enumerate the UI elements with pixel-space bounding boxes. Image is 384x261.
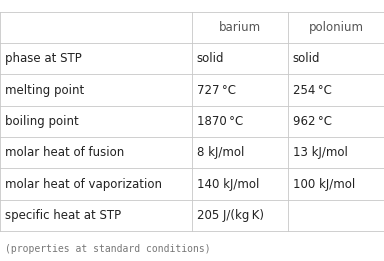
Text: 1870 °C: 1870 °C [197, 115, 243, 128]
Text: (properties at standard conditions): (properties at standard conditions) [5, 244, 210, 254]
Text: 13 kJ/mol: 13 kJ/mol [293, 146, 348, 159]
Text: barium: barium [219, 21, 261, 34]
Text: 100 kJ/mol: 100 kJ/mol [293, 177, 355, 191]
Text: molar heat of vaporization: molar heat of vaporization [5, 177, 162, 191]
Text: 140 kJ/mol: 140 kJ/mol [197, 177, 259, 191]
Text: solid: solid [197, 52, 224, 65]
Text: solid: solid [293, 52, 320, 65]
Text: boiling point: boiling point [5, 115, 78, 128]
Text: specific heat at STP: specific heat at STP [5, 209, 121, 222]
Text: 727 °C: 727 °C [197, 84, 236, 97]
Text: polonium: polonium [308, 21, 364, 34]
Text: 205 J/(kg K): 205 J/(kg K) [197, 209, 263, 222]
Text: phase at STP: phase at STP [5, 52, 81, 65]
Text: 962 °C: 962 °C [293, 115, 332, 128]
Text: 254 °C: 254 °C [293, 84, 331, 97]
Text: molar heat of fusion: molar heat of fusion [5, 146, 124, 159]
Text: melting point: melting point [5, 84, 84, 97]
Text: 8 kJ/mol: 8 kJ/mol [197, 146, 244, 159]
